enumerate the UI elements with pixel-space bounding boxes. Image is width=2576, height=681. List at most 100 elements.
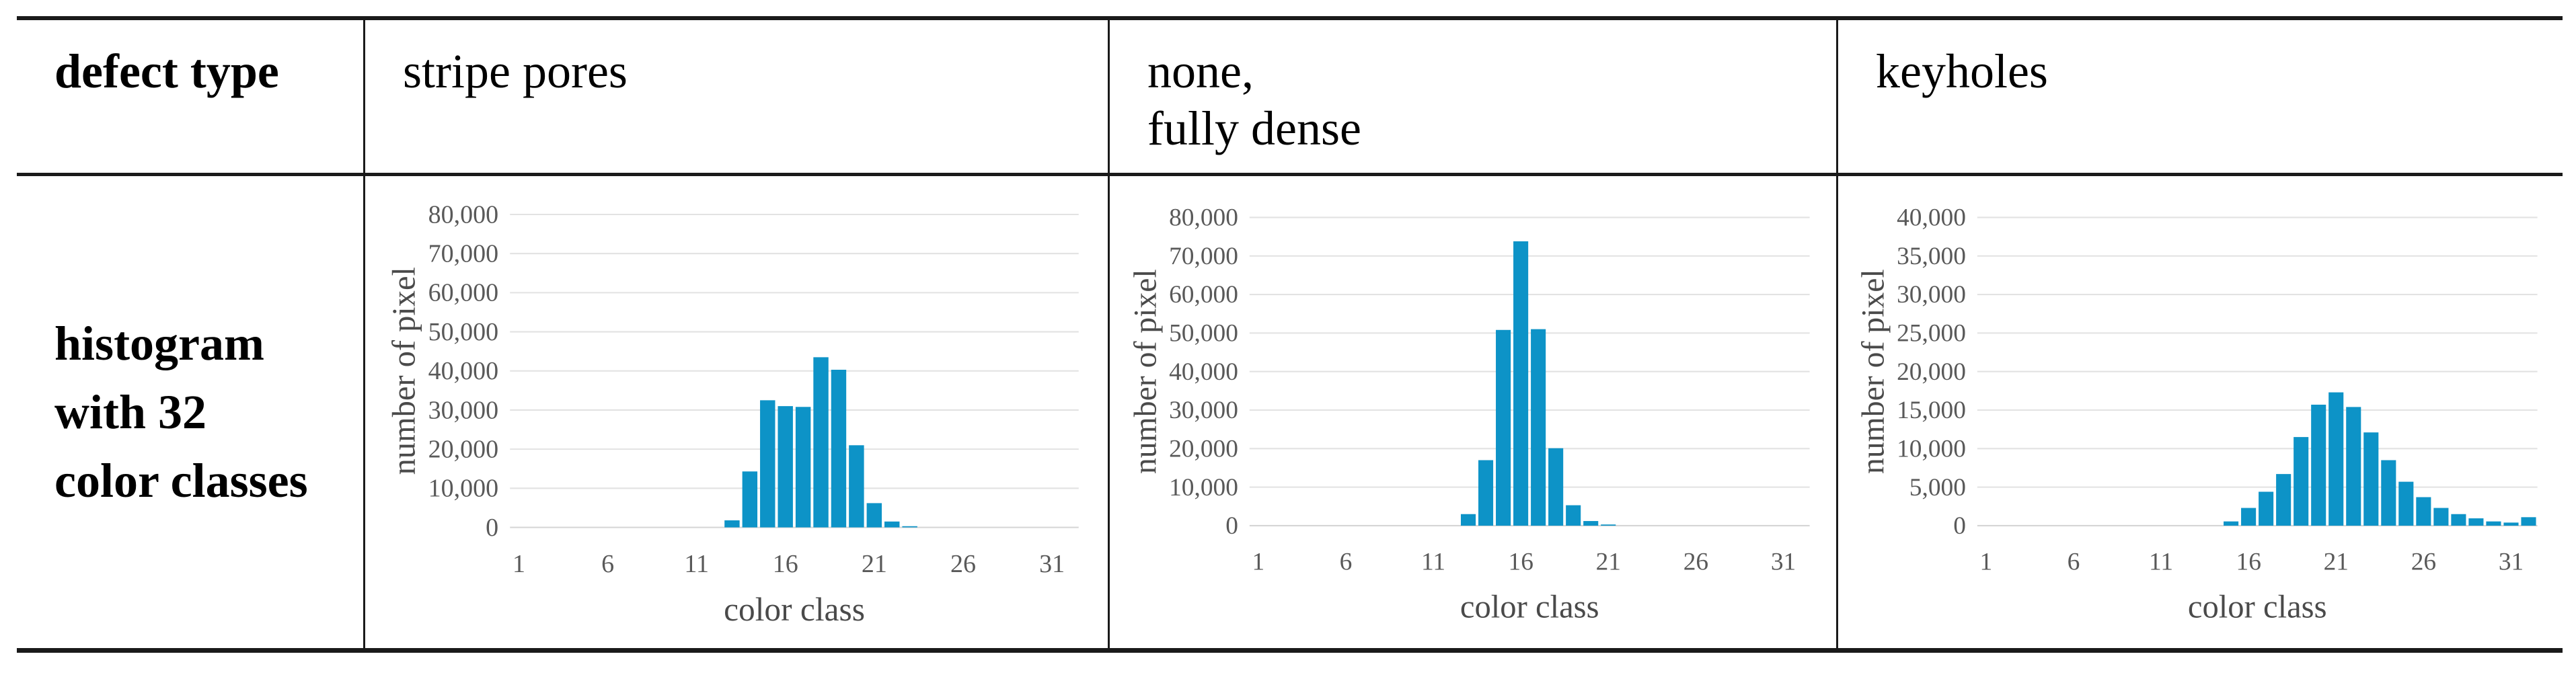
table-body-row: histogram with 32 color classes 0 10,000 2… bbox=[17, 176, 2563, 648]
bar-class-16 bbox=[2240, 508, 2256, 526]
y-tick-label: 50,000 bbox=[428, 317, 498, 346]
x-tick-label: 11 bbox=[684, 550, 709, 578]
bar-class-17 bbox=[795, 406, 810, 527]
bar-class-30 bbox=[2485, 521, 2501, 526]
x-tick-label: 31 bbox=[1039, 550, 1065, 578]
x-tick-label: 16 bbox=[1508, 548, 1533, 575]
y-tick-label: 30,000 bbox=[1169, 397, 1238, 424]
histogram-keyholes: 0 5,000 10,000 15,000 20,000 25,000 30,000 35,0… bbox=[1855, 204, 2538, 625]
y-tick-label: 70,000 bbox=[428, 239, 498, 268]
y-tick-label: 80,000 bbox=[1169, 204, 1238, 231]
y-axis-title: number of pixel bbox=[386, 267, 422, 475]
x-tick-label: 1 bbox=[1252, 548, 1264, 575]
y-tick-label: 0 bbox=[1225, 512, 1238, 540]
y-tick-label: 80,000 bbox=[428, 200, 498, 229]
y-axis-title: number of pixel bbox=[1855, 269, 1891, 474]
x-axis-title: color class bbox=[1460, 588, 1599, 625]
x-tick-label: 6 bbox=[2067, 548, 2080, 575]
bar-class-20 bbox=[1583, 520, 1599, 526]
x-tick-label: 26 bbox=[1683, 548, 1708, 575]
bar-class-21 bbox=[1601, 524, 1616, 526]
y-tick-label: 10,000 bbox=[428, 474, 498, 502]
table-header-row: defect type stripe pores none, fully den… bbox=[17, 20, 2563, 176]
chart-cell-none-fully-dense: 0 10,000 20,000 30,000 40,000 50,000 60,000 70,… bbox=[1108, 176, 1836, 648]
y-tick-label: 0 bbox=[486, 513, 498, 541]
x-tick-label: 26 bbox=[2411, 548, 2435, 575]
bar-class-19 bbox=[1566, 505, 1581, 526]
bar-class-16 bbox=[777, 405, 793, 527]
y-tick-label: 20,000 bbox=[1897, 358, 1966, 385]
y-tick-label: 10,000 bbox=[1169, 473, 1238, 501]
bar-class-14 bbox=[742, 471, 757, 527]
x-tick-label: 31 bbox=[1771, 548, 1796, 575]
y-tick-label: 60,000 bbox=[428, 278, 498, 307]
histogram-stripe-pores: 0 10,000 20,000 30,000 40,000 50,000 60,000 70,… bbox=[386, 200, 1079, 628]
x-axis-title: color class bbox=[724, 591, 865, 628]
x-tick-label: 26 bbox=[950, 550, 976, 578]
bar-class-27 bbox=[2433, 508, 2448, 526]
row-label-line-3: color classes bbox=[54, 454, 308, 508]
x-axis-title: color class bbox=[2187, 588, 2326, 625]
y-tick-label: 30,000 bbox=[428, 396, 498, 424]
x-tick-label: 1 bbox=[512, 550, 525, 578]
bar-class-22 bbox=[2345, 406, 2361, 526]
x-tick-label: 11 bbox=[2149, 548, 2173, 575]
y-tick-label: 40,000 bbox=[1897, 204, 1966, 231]
x-tick-label: 16 bbox=[772, 550, 798, 578]
bar-class-21 bbox=[2328, 392, 2343, 526]
bar-class-18 bbox=[1548, 448, 1564, 526]
y-tick-label: 20,000 bbox=[1169, 435, 1238, 463]
y-tick-label: 5,000 bbox=[1909, 473, 1965, 501]
bar-class-26 bbox=[2415, 497, 2431, 526]
chart-cell-stripe-pores: 0 10,000 20,000 30,000 40,000 50,000 60,000 70,… bbox=[363, 176, 1108, 648]
bar-class-17 bbox=[1531, 329, 1546, 526]
bar-class-21 bbox=[866, 502, 882, 527]
bar-class-19 bbox=[831, 369, 846, 527]
y-tick-label: 10,000 bbox=[1897, 435, 1966, 463]
y-tick-label: 25,000 bbox=[1897, 319, 1966, 347]
histogram-none-fully-dense: 0 10,000 20,000 30,000 40,000 50,000 60,000 70,… bbox=[1127, 204, 1810, 625]
bar-class-23 bbox=[901, 526, 917, 527]
x-tick-label: 6 bbox=[1340, 548, 1353, 575]
bar-class-13 bbox=[724, 520, 740, 527]
bar-class-18 bbox=[2275, 473, 2291, 526]
bar-class-13 bbox=[1460, 514, 1476, 526]
x-tick-label: 16 bbox=[2236, 548, 2261, 575]
y-tick-label: 60,000 bbox=[1169, 281, 1238, 309]
y-tick-label: 70,000 bbox=[1169, 242, 1238, 270]
bar-class-15 bbox=[1496, 329, 1511, 526]
defect-type-label: defect type bbox=[54, 44, 279, 98]
row-label-histogram-32-classes: histogram with 32 color classes bbox=[17, 176, 363, 648]
row-label-cell: histogram with 32 color classes bbox=[17, 176, 363, 648]
x-tick-label: 11 bbox=[1421, 548, 1445, 575]
fully-dense-line: fully dense bbox=[1147, 101, 1361, 155]
row-label-line-2: with 32 bbox=[54, 385, 207, 439]
bar-class-17 bbox=[2258, 491, 2273, 526]
header-cell-keyholes: keyholes bbox=[1836, 20, 2563, 173]
bar-class-20 bbox=[848, 444, 864, 527]
y-tick-label: 40,000 bbox=[1169, 358, 1238, 385]
x-tick-label: 21 bbox=[2323, 548, 2348, 575]
y-tick-label: 35,000 bbox=[1897, 242, 1966, 270]
bar-class-16 bbox=[1513, 241, 1529, 526]
stripe-pores-label: stripe pores bbox=[403, 44, 628, 98]
bar-class-18 bbox=[812, 356, 829, 527]
y-tick-label: 40,000 bbox=[428, 357, 498, 385]
header-cell-defect-type: defect type bbox=[17, 20, 363, 173]
none-line: none, bbox=[1147, 44, 1254, 98]
x-tick-label: 21 bbox=[1596, 548, 1621, 575]
y-tick-label: 0 bbox=[1953, 512, 1966, 540]
header-cell-none-fully-dense: none, fully dense bbox=[1108, 20, 1836, 173]
y-tick-label: 50,000 bbox=[1169, 319, 1238, 347]
bar-class-19 bbox=[2293, 436, 2308, 526]
bar-class-14 bbox=[1478, 459, 1494, 526]
bar-class-32 bbox=[2520, 516, 2536, 526]
none-fully-dense-label: none, fully dense bbox=[1110, 20, 1836, 157]
x-tick-label: 31 bbox=[2498, 548, 2523, 575]
y-axis-title: number of pixel bbox=[1127, 269, 1163, 474]
table: defect type stripe pores none, fully den… bbox=[17, 16, 2563, 653]
bar-class-15 bbox=[759, 399, 775, 527]
bar-class-22 bbox=[884, 521, 899, 527]
chart-cell-keyholes: 0 5,000 10,000 15,000 20,000 25,000 30,000 35,0… bbox=[1836, 176, 2563, 648]
y-tick-label: 20,000 bbox=[428, 435, 498, 463]
